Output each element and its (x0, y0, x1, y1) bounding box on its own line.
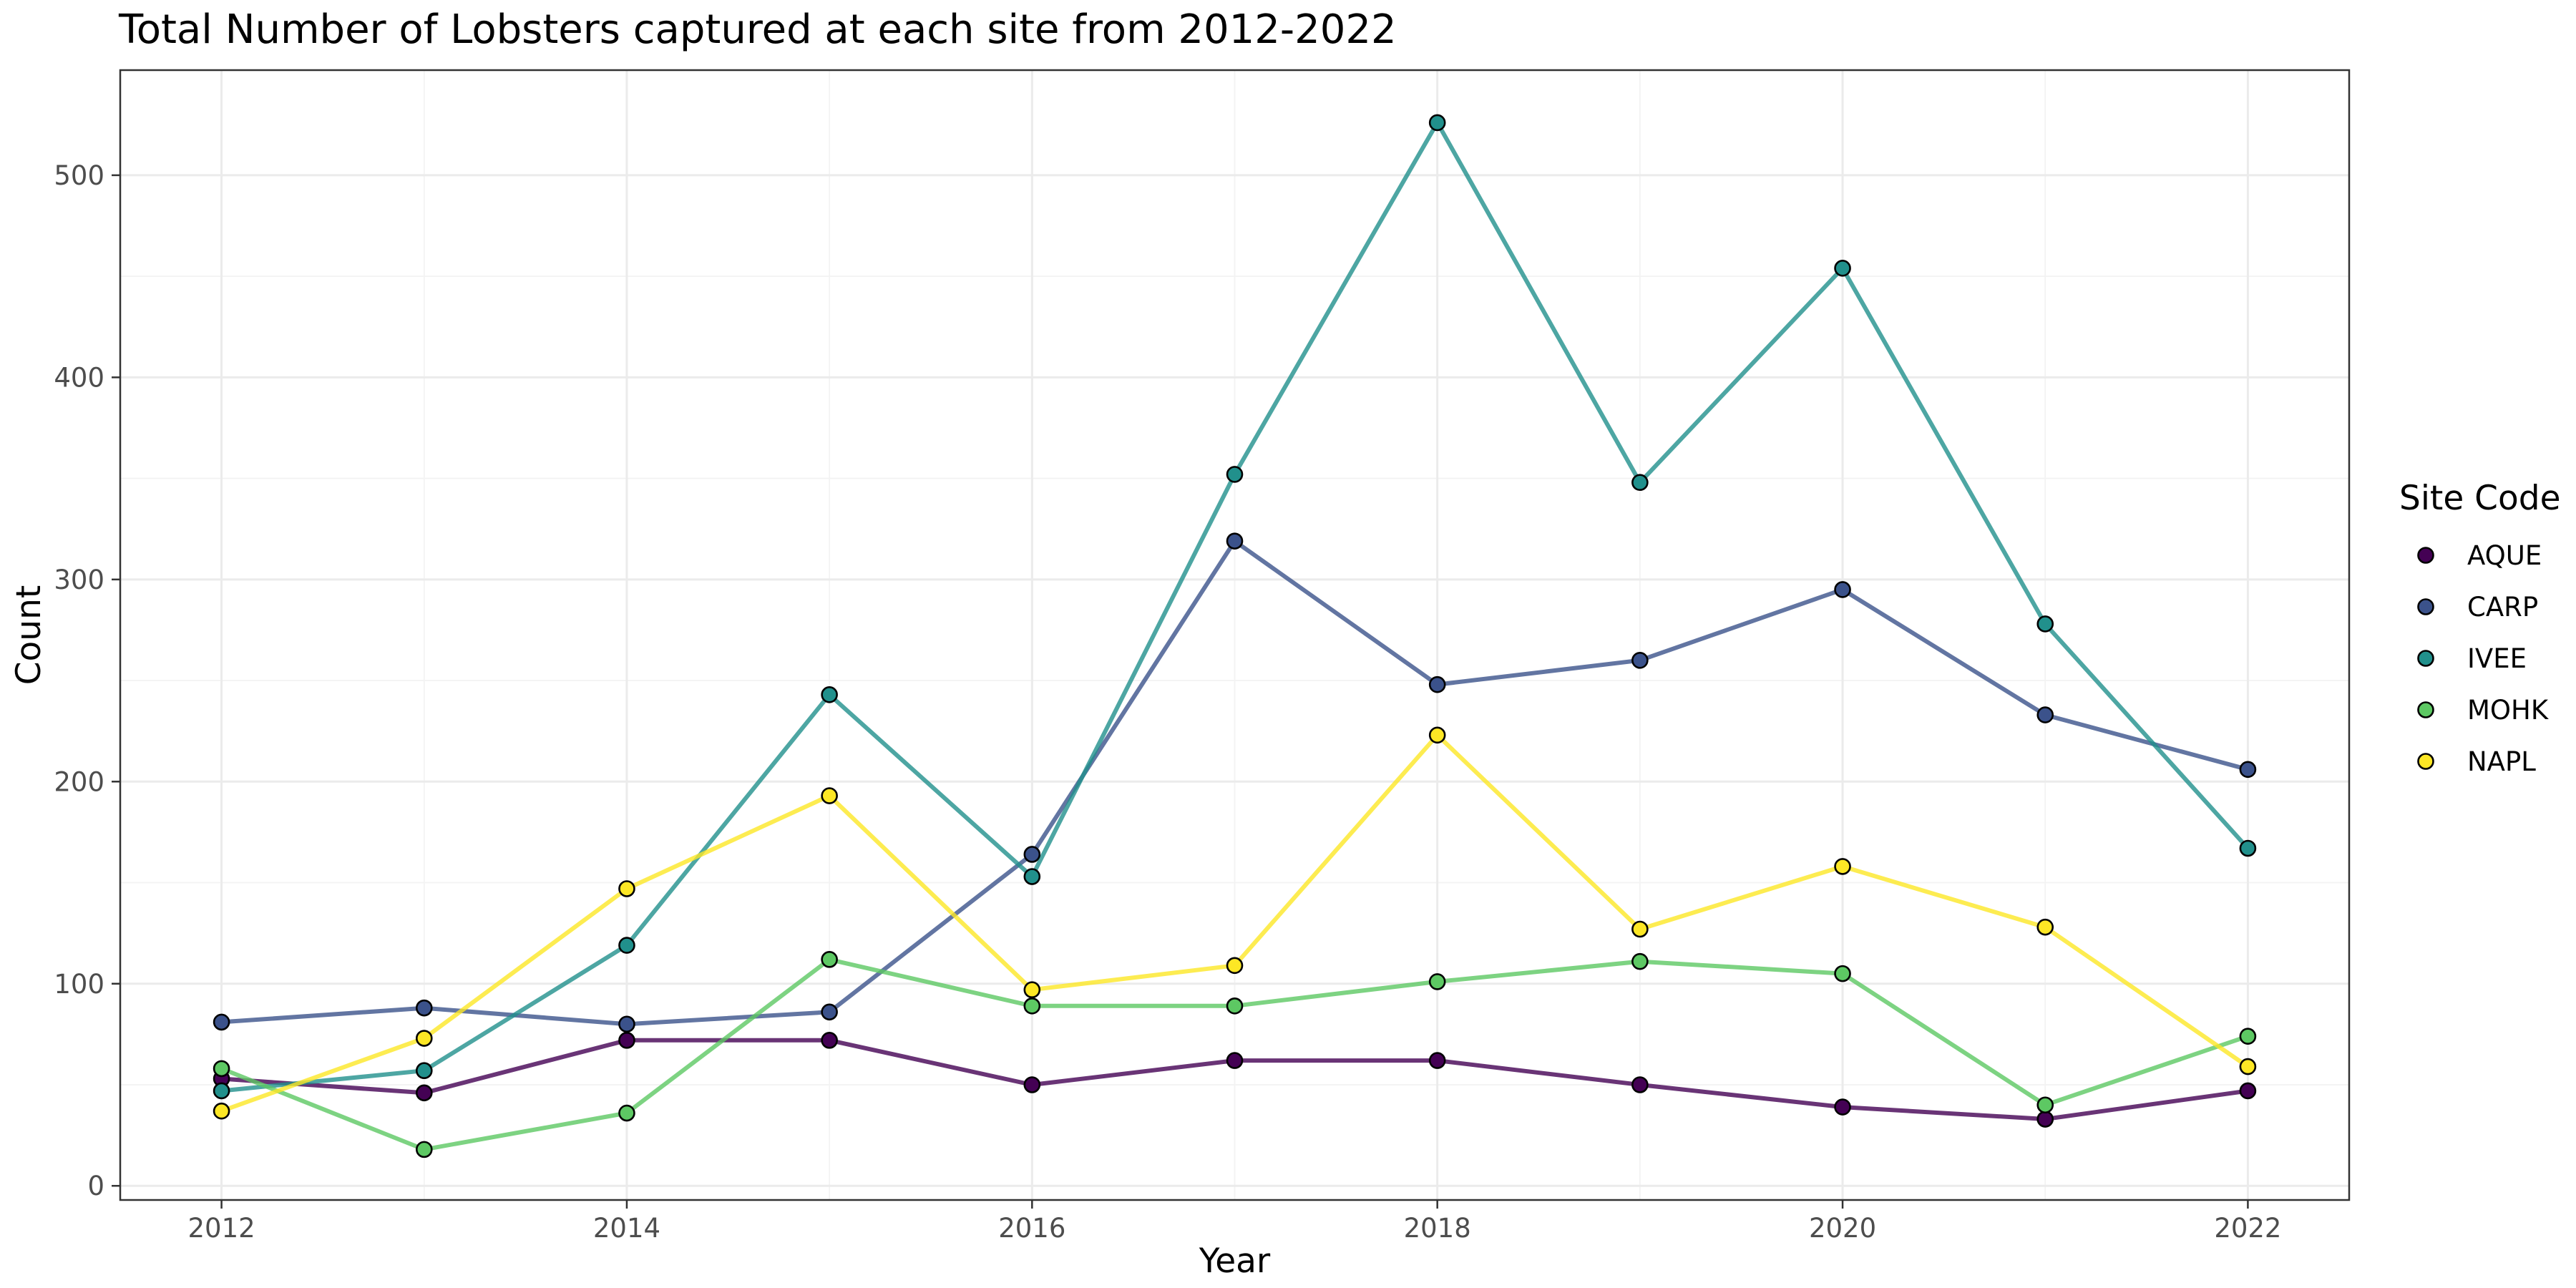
data-point-ivee (2036, 615, 2054, 633)
data-point-napl (1834, 858, 1851, 875)
x-axis: 2012 2014 2016 2018 2020 2022 (188, 1200, 2281, 1244)
data-point-ivee (2239, 839, 2257, 857)
data-point-napl (1023, 981, 1041, 999)
y-tick-label: 200 (54, 766, 104, 797)
data-point-carp (1428, 675, 1446, 693)
data-point-ivee (1834, 260, 1851, 277)
data-point-ivee (618, 937, 635, 954)
data-point-ivee (1631, 474, 1649, 492)
y-tick-label: 0 (87, 1171, 104, 1201)
series-points (213, 114, 2257, 1158)
data-point-ivee (821, 686, 838, 703)
legend-label-mohk: MOHK (2467, 695, 2550, 726)
data-point-napl (213, 1102, 230, 1120)
y-tick-label: 300 (54, 565, 104, 595)
data-point-mohk (2239, 1028, 2257, 1045)
data-point-ivee (1226, 466, 1244, 483)
legend-label-ivee: IVEE (2467, 643, 2527, 674)
data-point-mohk (1631, 952, 1649, 970)
major-gridlines (120, 70, 2349, 1200)
x-tick-label: 2016 (998, 1213, 1065, 1244)
data-point-aque (1428, 1052, 1446, 1069)
data-point-napl (821, 787, 838, 804)
x-tick-label: 2012 (188, 1213, 255, 1244)
data-point-napl (1428, 726, 1446, 744)
data-point-carp (618, 1015, 635, 1033)
data-point-carp (213, 1013, 230, 1031)
data-point-aque (1226, 1052, 1244, 1069)
legend-key-ivee (2417, 650, 2434, 667)
x-tick-label: 2020 (1809, 1213, 1876, 1244)
data-point-carp (821, 1003, 838, 1021)
data-point-aque (415, 1084, 433, 1102)
legend-label-aque: AQUE (2467, 540, 2542, 571)
data-point-aque (2036, 1111, 2054, 1128)
data-point-aque (2239, 1082, 2257, 1100)
data-point-carp (2239, 761, 2257, 779)
data-point-carp (2036, 706, 2054, 723)
legend-label-carp: CARP (2467, 592, 2538, 623)
y-tick-label: 100 (54, 969, 104, 1000)
data-point-aque (821, 1032, 838, 1049)
x-axis-title: Year (1199, 1241, 1271, 1281)
data-point-mohk (213, 1060, 230, 1078)
x-tick-label: 2018 (1404, 1213, 1471, 1244)
data-point-aque (618, 1032, 635, 1049)
data-point-carp (1631, 652, 1649, 669)
legend: Site Code AQUE CARP IVEE MOHK NAPL (2399, 479, 2561, 777)
x-tick-label: 2014 (593, 1213, 660, 1244)
data-point-napl (415, 1030, 433, 1047)
legend-key-napl (2417, 753, 2434, 770)
data-point-napl (618, 880, 635, 897)
data-point-mohk (618, 1104, 635, 1122)
data-point-mohk (2036, 1096, 2054, 1114)
data-point-mohk (1428, 973, 1446, 990)
data-point-mohk (415, 1141, 433, 1158)
y-tick-label: 400 (54, 362, 104, 393)
data-point-mohk (1226, 997, 1244, 1015)
legend-key-mohk (2417, 701, 2434, 718)
legend-key-aque (2417, 547, 2434, 564)
y-axis: 0 100 200 300 400 500 (54, 160, 120, 1201)
data-point-ivee (1023, 868, 1041, 885)
data-point-carp (1834, 581, 1851, 598)
legend-title: Site Code (2399, 479, 2561, 518)
plot-panel (119, 69, 2351, 1201)
data-point-aque (1834, 1098, 1851, 1116)
data-point-mohk (1023, 997, 1041, 1015)
data-point-mohk (821, 951, 838, 968)
data-point-carp (1226, 532, 1244, 550)
legend-items: AQUE CARP IVEE MOHK NAPL (2417, 540, 2550, 777)
data-point-napl (1226, 957, 1244, 975)
legend-label-napl: NAPL (2467, 746, 2536, 777)
y-axis-title: Count (9, 585, 49, 686)
data-point-aque (1631, 1076, 1649, 1093)
data-point-napl (2036, 918, 2054, 936)
data-point-napl (1631, 920, 1649, 938)
data-point-mohk (1834, 965, 1851, 982)
data-point-aque (1023, 1076, 1041, 1093)
data-point-carp (415, 999, 433, 1017)
legend-key-carp (2417, 598, 2434, 615)
x-tick-label: 2022 (2214, 1213, 2281, 1244)
data-point-ivee (1428, 114, 1446, 132)
panel-border (119, 69, 2351, 1201)
y-tick-label: 500 (54, 160, 104, 191)
data-point-ivee (213, 1082, 230, 1100)
data-point-carp (1023, 846, 1041, 863)
chart-title: Total Number of Lobsters captured at eac… (118, 6, 1397, 53)
data-point-napl (2239, 1058, 2257, 1075)
data-point-ivee (415, 1062, 433, 1080)
